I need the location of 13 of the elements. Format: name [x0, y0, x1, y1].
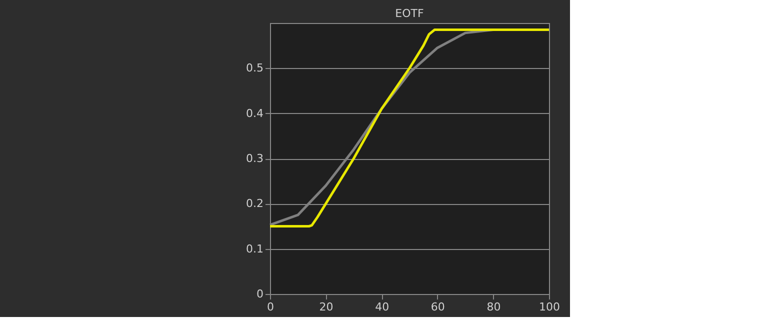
y-tick-label: 0 [256, 288, 264, 300]
x-tick-label: 20 [319, 300, 334, 314]
y-tick-label: 0.5 [246, 62, 264, 75]
x-tick-label: 40 [375, 300, 390, 314]
x-tick-label: 80 [486, 300, 501, 314]
x-tick-label: 0 [267, 300, 274, 314]
x-tick-label: 100 [539, 300, 560, 314]
chart-title: EOTF [395, 7, 424, 20]
y-tick-label: 0.2 [246, 197, 264, 210]
y-tick-label: 0.3 [246, 152, 264, 165]
y-tick-label: 0.4 [246, 106, 264, 120]
x-tick-label: 60 [430, 300, 445, 314]
y-tick-label: 0.1 [246, 242, 264, 256]
